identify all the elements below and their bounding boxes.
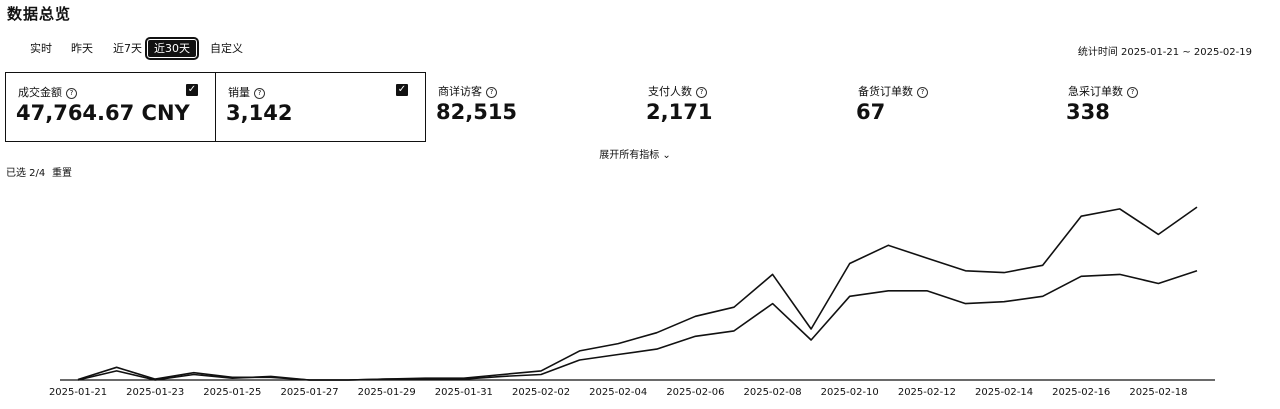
tab-custom[interactable]: 自定义: [210, 42, 243, 55]
tab-yesterday[interactable]: 昨天: [71, 42, 93, 55]
metric-label-text: 支付人数: [648, 85, 692, 98]
x-tick-label: 2025-02-06: [666, 387, 724, 398]
metric-card-gmv[interactable]: 成交金额? ✓ 47,764.67 CNY: [5, 72, 216, 142]
question-circle-icon[interactable]: ?: [1127, 87, 1138, 98]
metric-value: 338: [1066, 100, 1110, 124]
metric-card-buyers[interactable]: 支付人数? 2,171: [636, 72, 846, 142]
x-tick-label: 2025-01-27: [280, 387, 338, 398]
tab-last-30-days[interactable]: 近30天: [145, 37, 199, 60]
x-tick-label: 2025-02-02: [512, 387, 570, 398]
tab-realtime[interactable]: 实时: [30, 42, 52, 55]
reset-button[interactable]: 重置: [52, 168, 72, 179]
metric-card-visitors[interactable]: 商详访客? 82,515: [426, 72, 636, 142]
page-title: 数据总览: [7, 5, 72, 23]
metric-label: 销量?: [228, 84, 265, 100]
x-tick-label: 2025-01-21: [49, 387, 107, 398]
x-tick-label: 2025-02-08: [743, 387, 801, 398]
series-line-2: [77, 270, 1198, 381]
metric-card-urgent-orders[interactable]: 急采订单数? 338: [1056, 72, 1266, 142]
metric-label-text: 成交金额: [18, 86, 62, 99]
metric-label: 急采订单数?: [1068, 83, 1138, 99]
expand-all-metrics-button[interactable]: 展开所有指标 ⌄: [599, 150, 671, 161]
metric-label: 支付人数?: [648, 83, 707, 99]
metric-label-text: 商详访客: [438, 85, 482, 98]
metric-value: 3,142: [226, 101, 293, 125]
metric-label: 成交金额?: [18, 84, 77, 100]
question-circle-icon[interactable]: ?: [696, 87, 707, 98]
metric-value: 2,171: [646, 100, 713, 124]
x-tick-label: 2025-01-23: [126, 387, 184, 398]
question-circle-icon[interactable]: ?: [486, 87, 497, 98]
x-tick-labels: 2025-01-21 2025-01-23 2025-01-25 2025-01-27…: [49, 387, 1188, 398]
metric-value: 82,515: [436, 100, 518, 124]
metric-label-text: 备货订单数: [858, 85, 913, 98]
x-tick-label: 2025-01-31: [435, 387, 493, 398]
checkbox-checked-icon[interactable]: ✓: [396, 84, 408, 96]
tab-last-7-days[interactable]: 近7天: [113, 42, 142, 55]
series-group: [77, 206, 1198, 381]
x-tick-label: 2025-02-16: [1052, 387, 1110, 398]
trend-line-chart: 2025-01-21 2025-01-23 2025-01-25 2025-01-27…: [49, 206, 1215, 398]
selected-count: 已选 2/4: [6, 168, 46, 179]
x-tick-label: 2025-02-18: [1129, 387, 1187, 398]
x-tick-label: 2025-02-04: [589, 387, 647, 398]
metric-label: 商详访客?: [438, 83, 497, 99]
metric-label-text: 急采订单数: [1068, 85, 1123, 98]
metric-card-sales[interactable]: 销量? ✓ 3,142: [215, 72, 426, 142]
x-tick-label: 2025-02-12: [898, 387, 956, 398]
stat-time-range: 统计时间 2025-01-21 ~ 2025-02-19: [1077, 47, 1252, 58]
question-circle-icon[interactable]: ?: [917, 87, 928, 98]
question-circle-icon[interactable]: ?: [66, 88, 77, 99]
metric-value: 67: [856, 100, 886, 124]
checkbox-checked-icon[interactable]: ✓: [186, 84, 198, 96]
x-tick-label: 2025-02-10: [821, 387, 879, 398]
metric-label: 备货订单数?: [858, 83, 928, 99]
metric-label-text: 销量: [228, 86, 250, 99]
x-tick-label: 2025-01-25: [203, 387, 261, 398]
question-circle-icon[interactable]: ?: [254, 88, 265, 99]
metric-value: 47,764.67 CNY: [16, 101, 190, 125]
metric-card-stock-orders[interactable]: 备货订单数? 67: [846, 72, 1056, 142]
x-tick-label: 2025-02-14: [975, 387, 1033, 398]
x-tick-label: 2025-01-29: [358, 387, 416, 398]
series-line-1: [77, 206, 1198, 381]
